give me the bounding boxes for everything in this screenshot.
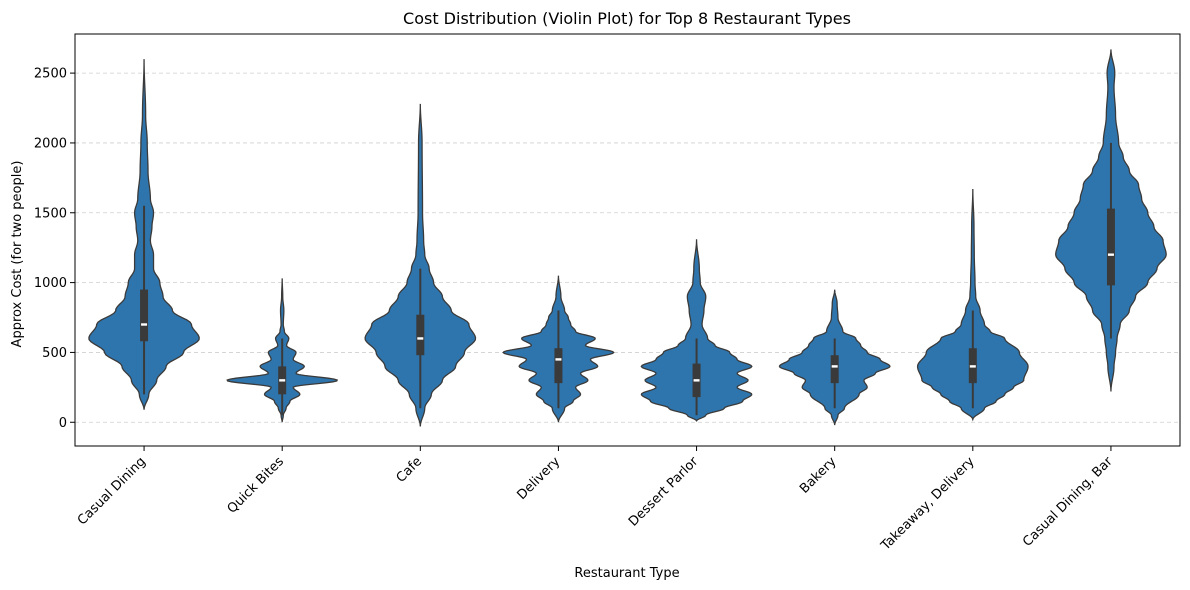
x-tick-label: Casual Dining, Bar	[1020, 454, 1116, 550]
violin-median	[1107, 253, 1114, 256]
y-tick-label: 2500	[34, 67, 67, 82]
violin-iqr-box	[140, 289, 149, 342]
violin-iqr-box	[416, 314, 425, 356]
x-tick-label: Cafe	[394, 454, 426, 486]
violin-shape	[640, 239, 753, 422]
y-tick-label: 2000	[34, 136, 67, 151]
violin-median	[279, 379, 286, 382]
y-tick-label: 500	[42, 346, 67, 361]
violin-iqr-box	[830, 355, 839, 384]
x-axis: Casual Dining Quick Bites Cafe Delivery Dess…	[75, 446, 1116, 554]
violin-shape	[364, 103, 477, 427]
x-tick-label: Casual Dining	[75, 454, 149, 528]
y-axis: 0 500 1000 1500 2000 2500	[34, 67, 75, 431]
plot-frame	[74, 33, 1181, 447]
x-tick-label: Dessert Parlor	[626, 454, 702, 530]
x-tick-label: Bakery	[797, 454, 840, 497]
y-tick-label: 0	[59, 416, 67, 431]
x-axis-label: Restaurant Type	[574, 566, 679, 581]
violin-shape	[916, 189, 1029, 422]
violin-median	[141, 323, 148, 326]
y-tick-label: 1000	[34, 276, 67, 291]
x-tick-label: Delivery	[514, 454, 563, 503]
violin-median	[969, 365, 976, 368]
y-axis-label: Approx Cost (for two people)	[10, 161, 25, 348]
violin-median	[417, 337, 424, 340]
violin-iqr-box	[1106, 208, 1115, 286]
violins	[88, 49, 1167, 427]
violin-median	[831, 365, 838, 368]
violin-iqr-box	[554, 348, 563, 384]
x-tick-label: Takeaway, Delivery	[878, 454, 978, 554]
x-tick-label: Quick Bites	[225, 454, 288, 517]
y-tick-label: 1500	[34, 206, 67, 221]
violin-median	[693, 379, 700, 382]
violin-median	[555, 358, 562, 361]
chart-title: Cost Distribution (Violin Plot) for Top …	[403, 9, 851, 28]
